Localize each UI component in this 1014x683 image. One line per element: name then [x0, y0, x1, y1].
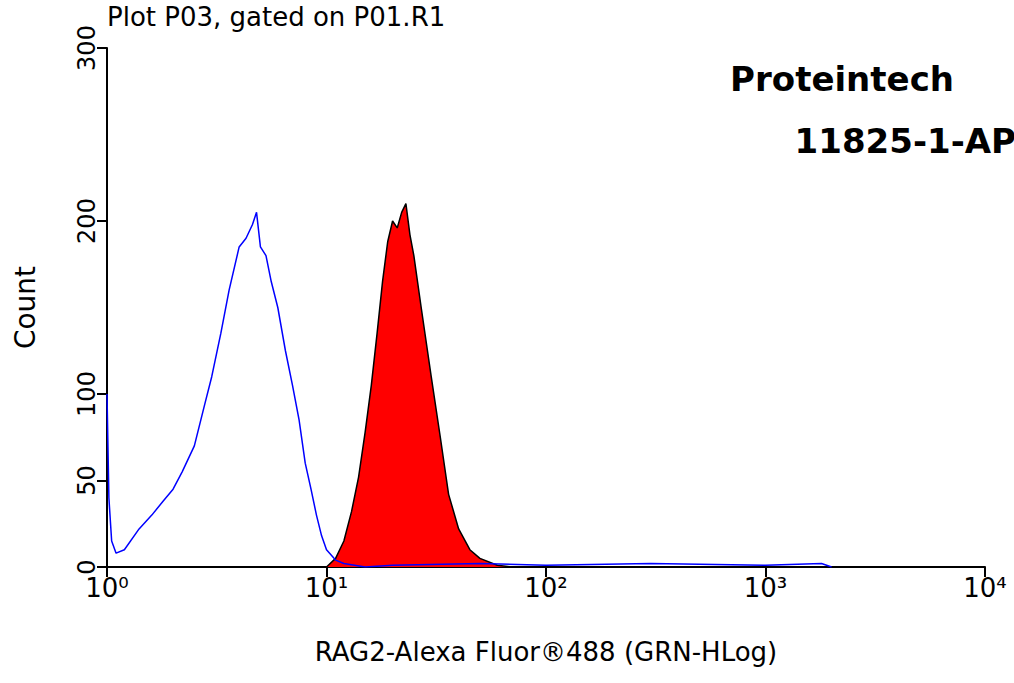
svg-text:Count: Count — [9, 266, 42, 349]
svg-text:100: 100 — [73, 371, 101, 417]
svg-text:300: 300 — [73, 25, 101, 71]
svg-text:10²: 10² — [524, 573, 568, 603]
svg-text:Plot P03, gated on P01.R1: Plot P03, gated on P01.R1 — [107, 2, 445, 32]
svg-text:10⁰: 10⁰ — [85, 573, 129, 603]
svg-text:RAG2-Alexa Fluor®488 (GRN-HLog: RAG2-Alexa Fluor®488 (GRN-HLog) — [315, 637, 777, 667]
svg-text:Proteintech: Proteintech — [730, 59, 954, 99]
svg-text:50: 50 — [73, 465, 101, 496]
svg-text:11825-1-AP: 11825-1-AP — [795, 121, 1014, 161]
svg-text:10⁴: 10⁴ — [963, 573, 1007, 603]
svg-text:10³: 10³ — [744, 573, 788, 603]
svg-text:0: 0 — [73, 559, 101, 575]
svg-text:200: 200 — [73, 198, 101, 244]
svg-text:10¹: 10¹ — [305, 573, 349, 603]
